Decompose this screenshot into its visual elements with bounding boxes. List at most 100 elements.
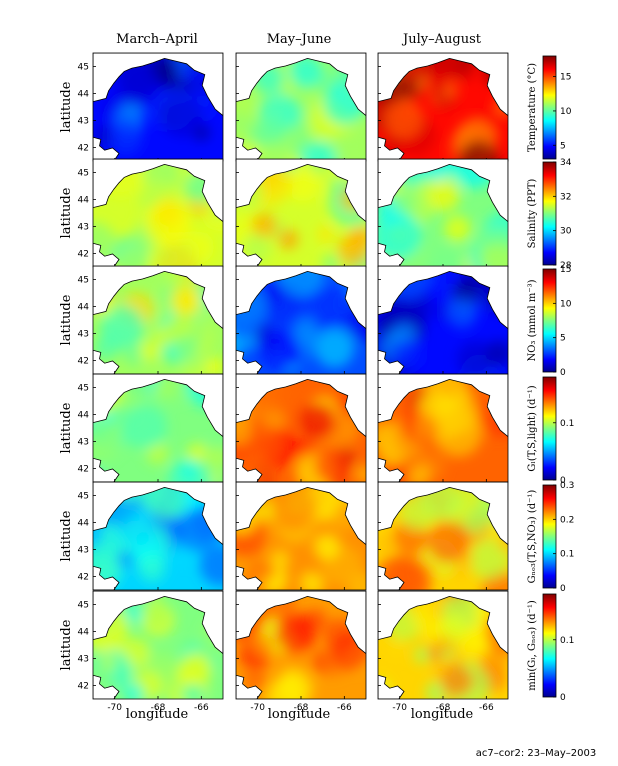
colorbar-tick-label: 0 (560, 476, 566, 486)
footer-stamp: ac7–cor2: 23–May–2003 (476, 748, 596, 759)
coastline-north (236, 374, 366, 438)
lat-tick-label: 44 (78, 519, 90, 529)
colorbar-6 (542, 593, 557, 698)
lat-tick-label: 44 (78, 411, 90, 421)
column-title-3: July–August (401, 32, 482, 47)
panel-r5-c2 (235, 481, 367, 591)
panel-r1-c3 (377, 52, 509, 162)
colorbars: 15 10 5 Temperature (°C) 34 32 30 28 Salinity (P… (527, 55, 574, 703)
lat-tick-label: 43 (78, 655, 89, 665)
coastline-north (378, 53, 508, 117)
colorbar-3 (542, 268, 557, 373)
heatmap-grid (92, 52, 509, 700)
coastline-north (93, 374, 223, 438)
coastline-north (378, 591, 508, 655)
lat-tick-label: 42 (78, 250, 89, 260)
colorbar-tick-label: 15 (560, 265, 571, 275)
panel-r3-c3 (377, 265, 509, 375)
coastline-north (93, 159, 223, 223)
lat-tick-label: 43 (78, 330, 89, 340)
coastline-south (93, 349, 120, 374)
coastline-south (236, 457, 263, 482)
coastline-north (378, 159, 508, 223)
colorbar-4 (542, 376, 557, 481)
panel-r6-c3 (377, 590, 509, 700)
panel-r4-c1 (92, 373, 224, 483)
ylabel-row-1: latitude (59, 81, 74, 132)
panel-r6-c1 (92, 590, 224, 700)
panel-r1-c2 (235, 52, 367, 162)
lat-tick-label: 42 (78, 144, 89, 154)
panel-r5-c1 (92, 481, 224, 591)
xlabel-col-3: longitude (411, 707, 474, 722)
ylabel-row-2: latitude (59, 187, 74, 238)
ylabel-row-3: latitude (59, 294, 74, 345)
lon-tick-label: -70 (107, 703, 122, 713)
colorbar-label-1: Temperature (°C) (527, 63, 538, 152)
lat-tick-label: 45 (78, 384, 89, 394)
lat-tick-label: 44 (78, 90, 90, 100)
coastline-south (378, 136, 405, 161)
coastline-south (236, 349, 263, 374)
lon-tick-label: -66 (337, 703, 352, 713)
colorbar-tick-label: 0.1 (560, 550, 574, 560)
panel-r4-c2 (235, 373, 367, 483)
coastline-north (93, 53, 223, 117)
colorbar-tick-label: 0.1 (560, 419, 574, 429)
colorbar-tick-label: 0 (560, 584, 566, 594)
panel-r2-c1 (92, 158, 224, 268)
lat-tick-label: 44 (78, 196, 90, 206)
lat-tick-label: 42 (78, 357, 89, 367)
lat-tick-label: 45 (78, 492, 89, 502)
coastline-north (93, 591, 223, 655)
coastline-south (378, 565, 405, 590)
panel-r1-c1 (92, 52, 224, 162)
lat-tick-label: 43 (78, 223, 89, 233)
panel-r4-c3 (377, 373, 509, 483)
colorbar-1 (542, 55, 557, 160)
row-axis-labels: 45 44 43 42 latitude 45 44 43 42 latitude 45 44 43 42… (59, 63, 494, 714)
colorbar-tick-label: 15 (560, 73, 571, 83)
colorbar-label-4: Gₗ(T,S,light) (d⁻¹) (527, 385, 538, 471)
coastline-north (378, 374, 508, 438)
panel-r5-c3 (377, 481, 509, 591)
panel-r3-c1 (92, 265, 224, 375)
lon-tick-label: -68 (436, 703, 451, 713)
colorbar-tick-label: 34 (560, 158, 572, 168)
lon-tick-label: -70 (250, 703, 265, 713)
colorbar-tick-label: 28 (560, 261, 572, 271)
colorbar-tick-label: 0.2 (560, 515, 574, 525)
panel-r6-c2 (235, 590, 367, 700)
xlabel-col-1: longitude (126, 707, 189, 722)
lon-tick-label: -66 (479, 703, 494, 713)
colorbar-2 (542, 161, 557, 266)
lat-tick-label: 42 (78, 573, 89, 583)
coastline-north (378, 266, 508, 330)
lat-tick-label: 43 (78, 546, 89, 556)
colorbar-label-5: Gₙₒ₃(T,S,NO₃) (d⁻¹) (527, 490, 538, 584)
coastline-north (236, 53, 366, 117)
ylabel-row-5: latitude (59, 510, 74, 561)
coastline-north (93, 482, 223, 546)
lat-tick-label: 45 (78, 601, 89, 611)
lat-tick-label: 45 (78, 276, 89, 286)
coastline-south (93, 242, 120, 267)
colorbar-tick-label: 0 (560, 368, 566, 378)
coastline-south (378, 349, 405, 374)
coastline-south (378, 242, 405, 267)
colorbar-tick-label: 0 (560, 693, 566, 703)
coastline-north (378, 482, 508, 546)
colorbar-tick-label: 5 (560, 141, 566, 151)
coastline-north (236, 591, 366, 655)
column-title-2: May–June (267, 32, 332, 47)
lat-tick-label: 43 (78, 117, 89, 127)
coastline-south (93, 674, 120, 699)
lat-tick-label: 44 (78, 628, 90, 638)
coastline-south (93, 136, 120, 161)
lon-tick-label: -68 (294, 703, 309, 713)
coastline-south (236, 242, 263, 267)
lat-tick-label: 44 (78, 303, 90, 313)
lat-tick-label: 43 (78, 438, 89, 448)
lon-tick-label: -70 (392, 703, 407, 713)
